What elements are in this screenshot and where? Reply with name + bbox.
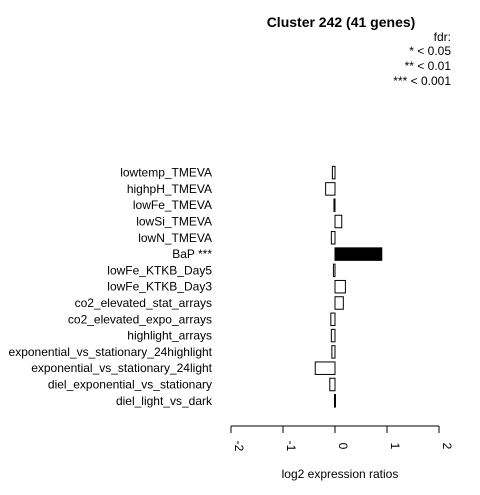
legend-entry-fdr-005: * < 0.05 [409, 44, 451, 58]
bar-14 [333, 394, 336, 408]
bar-1 [325, 182, 336, 196]
bar-13 [329, 377, 336, 392]
bar-9 [330, 312, 336, 327]
category-labels: lowtemp_TMEVA highpH_TMEVA lowFe_TMEVA lowS… [9, 166, 213, 408]
category-label-9: co2_elevated_expo_arrays [68, 312, 212, 326]
bar-11 [331, 345, 336, 359]
bar-series [314, 165, 383, 408]
x-tick-label-4: 2 [440, 443, 454, 450]
x-tick-label-3: 1 [388, 443, 402, 450]
bar-10 [330, 328, 336, 343]
category-label-0: lowtemp_TMEVA [120, 166, 212, 180]
chart-title: Cluster 242 (41 genes) [267, 14, 416, 30]
x-tick-label-2: 0 [336, 443, 350, 450]
legend: fdr: * < 0.05 ** < 0.01 *** < 0.001 [393, 30, 451, 88]
bar-2 [333, 198, 336, 212]
bar-12 [314, 361, 336, 375]
bar-4 [330, 231, 336, 245]
legend-heading: fdr: [434, 30, 451, 44]
category-label-6: lowFe_KTKB_Day5 [107, 263, 212, 277]
category-label-11: exponential_vs_stationary_24highlight [9, 345, 213, 359]
category-label-13: diel_exponential_vs_stationary [48, 378, 212, 392]
category-label-10: highlight_arrays [127, 329, 212, 343]
x-axis-label: log2 expression ratios [282, 467, 399, 481]
category-label-3: lowSi_TMEVA [136, 215, 212, 229]
bar-5 [334, 247, 383, 261]
category-label-4: lowN_TMEVA [138, 231, 212, 245]
category-label-1: highpH_TMEVA [127, 182, 212, 196]
x-tick-label-0: -2 [232, 441, 246, 452]
bar-8 [334, 296, 344, 310]
legend-entry-fdr-001: ** < 0.01 [405, 59, 452, 73]
bar-7 [334, 279, 346, 294]
bar-6 [332, 263, 336, 278]
category-label-2: lowFe_TMEVA [133, 198, 212, 212]
x-tick-label-1: -1 [284, 441, 298, 452]
category-label-7: lowFe_KTKB_Day3 [107, 280, 212, 294]
bar-0 [331, 165, 336, 180]
x-axis: -2 -1 0 1 2 [230, 425, 454, 452]
category-label-5: BaP *** [172, 247, 212, 261]
category-label-14: diel_light_vs_dark [116, 394, 213, 408]
category-label-12: exponential_vs_stationary_24light [31, 361, 212, 375]
bar-3 [334, 214, 343, 229]
category-label-8: co2_elevated_stat_arrays [75, 296, 212, 310]
legend-entry-fdr-0001: *** < 0.001 [393, 74, 451, 88]
